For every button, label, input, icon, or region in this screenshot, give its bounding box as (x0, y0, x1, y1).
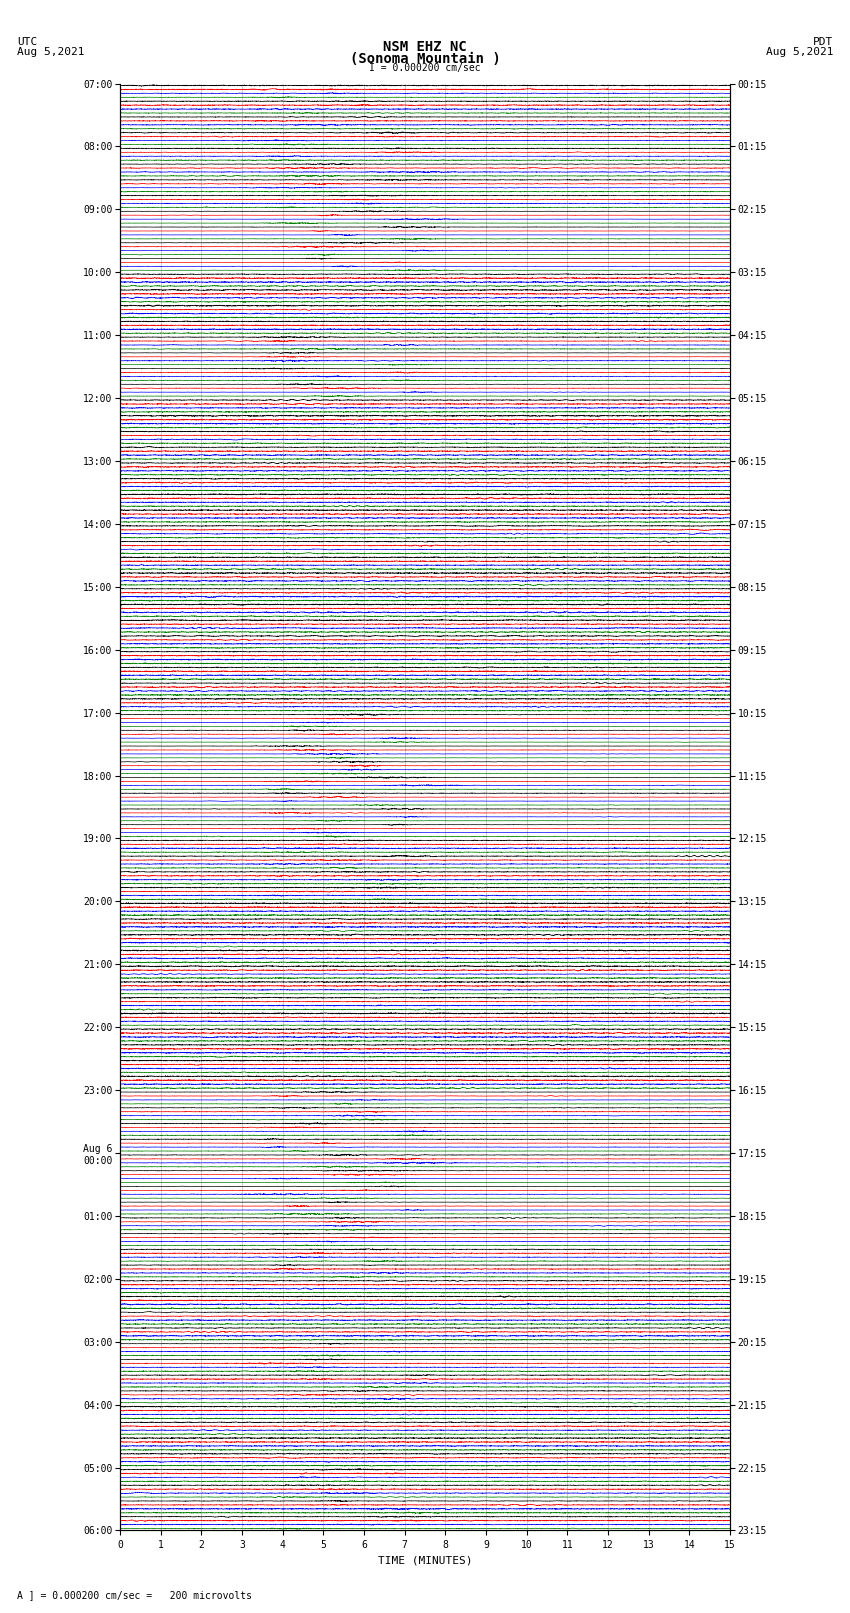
Text: I = 0.000200 cm/sec: I = 0.000200 cm/sec (369, 63, 481, 73)
Text: Aug 5,2021: Aug 5,2021 (766, 47, 833, 56)
Text: PDT: PDT (813, 37, 833, 47)
Text: (Sonoma Mountain ): (Sonoma Mountain ) (349, 52, 501, 66)
Text: Aug 5,2021: Aug 5,2021 (17, 47, 84, 56)
Text: NSM EHZ NC: NSM EHZ NC (383, 40, 467, 55)
Text: UTC: UTC (17, 37, 37, 47)
X-axis label: TIME (MINUTES): TIME (MINUTES) (377, 1557, 473, 1566)
Text: A ] = 0.000200 cm/sec =   200 microvolts: A ] = 0.000200 cm/sec = 200 microvolts (17, 1590, 252, 1600)
